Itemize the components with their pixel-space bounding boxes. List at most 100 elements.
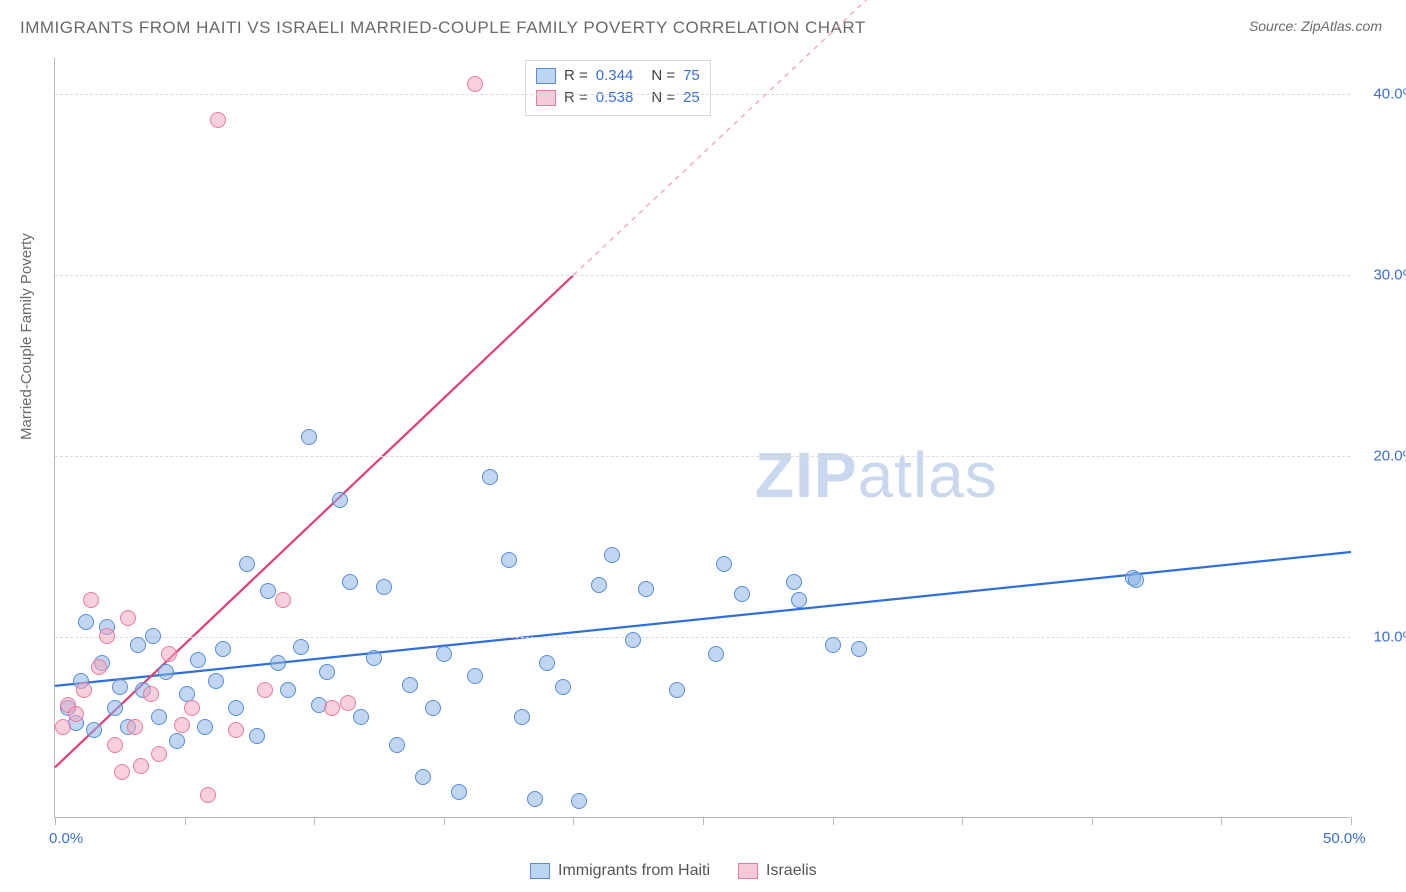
data-point — [571, 793, 587, 809]
n-label: N = — [651, 65, 675, 87]
data-point — [55, 719, 71, 735]
data-point — [143, 686, 159, 702]
swatch-blue-icon — [536, 68, 556, 84]
data-point — [228, 700, 244, 716]
n-label: N = — [651, 87, 675, 109]
data-point — [86, 722, 102, 738]
x-tick-mark — [1221, 817, 1222, 825]
plot-area: ZIPatlas R = 0.344 N = 75 R = 0.538 N = … — [54, 58, 1350, 818]
data-point — [451, 784, 467, 800]
data-point — [91, 659, 107, 675]
chart-title: IMMIGRANTS FROM HAITI VS ISRAELI MARRIED… — [20, 18, 866, 38]
data-point — [107, 700, 123, 716]
y-tick-label: 40.0% — [1356, 86, 1406, 103]
data-point — [366, 650, 382, 666]
data-point — [734, 586, 750, 602]
data-point — [127, 719, 143, 735]
data-point — [158, 664, 174, 680]
x-tick-mark — [962, 817, 963, 825]
swatch-pink-icon — [536, 90, 556, 106]
data-point — [215, 641, 231, 657]
series-legend: Immigrants from Haiti Israelis — [530, 862, 817, 880]
y-tick-label: 30.0% — [1356, 267, 1406, 284]
y-tick-label: 20.0% — [1356, 448, 1406, 465]
data-point — [293, 639, 309, 655]
data-point — [319, 664, 335, 680]
data-point — [340, 695, 356, 711]
data-point — [436, 646, 452, 662]
data-point — [208, 673, 224, 689]
x-tick-mark — [55, 817, 56, 825]
data-point — [210, 112, 226, 128]
data-point — [376, 579, 392, 595]
data-point — [99, 628, 115, 644]
x-tick-mark — [314, 817, 315, 825]
data-point — [68, 706, 84, 722]
data-point — [604, 547, 620, 563]
data-point — [270, 655, 286, 671]
data-point — [120, 610, 136, 626]
data-point — [638, 581, 654, 597]
x-tick-label: 0.0% — [49, 830, 83, 847]
data-point — [851, 641, 867, 657]
watermark-rest: atlas — [858, 439, 998, 511]
x-tick-mark — [185, 817, 186, 825]
data-point — [514, 709, 530, 725]
data-point — [280, 682, 296, 698]
data-point — [130, 637, 146, 653]
data-point — [184, 700, 200, 716]
data-point — [151, 746, 167, 762]
data-point — [301, 429, 317, 445]
r-value-haiti: 0.344 — [596, 65, 634, 87]
legend-label: Immigrants from Haiti — [558, 862, 710, 880]
r-label: R = — [564, 87, 588, 109]
y-tick-label: 10.0% — [1356, 629, 1406, 646]
data-point — [107, 737, 123, 753]
data-point — [415, 769, 431, 785]
x-tick-label: 50.0% — [1323, 830, 1366, 847]
data-point — [260, 583, 276, 599]
n-value-haiti: 75 — [683, 65, 700, 87]
data-point — [78, 614, 94, 630]
data-point — [197, 719, 213, 735]
data-point — [708, 646, 724, 662]
data-point — [527, 791, 543, 807]
data-point — [275, 592, 291, 608]
data-point — [501, 552, 517, 568]
x-tick-mark — [573, 817, 574, 825]
data-point — [539, 655, 555, 671]
x-tick-mark — [1351, 817, 1352, 825]
r-value-israelis: 0.538 — [596, 87, 634, 109]
data-point — [342, 574, 358, 590]
swatch-blue-icon — [530, 863, 550, 879]
data-point — [133, 758, 149, 774]
correlation-legend: R = 0.344 N = 75 R = 0.538 N = 25 — [525, 60, 711, 116]
x-tick-mark — [1092, 817, 1093, 825]
data-point — [161, 646, 177, 662]
source-value: ZipAtlas.com — [1301, 18, 1382, 34]
y-axis-label: Married-Couple Family Poverty — [18, 233, 35, 440]
source-attribution: Source: ZipAtlas.com — [1249, 18, 1382, 34]
legend-row-israelis: R = 0.538 N = 25 — [536, 87, 700, 109]
n-value-israelis: 25 — [683, 87, 700, 109]
data-point — [151, 709, 167, 725]
data-point — [425, 700, 441, 716]
legend-label: Israelis — [766, 862, 817, 880]
data-point — [825, 637, 841, 653]
data-point — [389, 737, 405, 753]
data-point — [257, 682, 273, 698]
data-point — [239, 556, 255, 572]
data-point — [249, 728, 265, 744]
data-point — [786, 574, 802, 590]
data-point — [402, 677, 418, 693]
data-point — [112, 679, 128, 695]
data-point — [200, 787, 216, 803]
data-point — [83, 592, 99, 608]
data-point — [467, 76, 483, 92]
data-point — [353, 709, 369, 725]
legend-row-haiti: R = 0.344 N = 75 — [536, 65, 700, 87]
data-point — [791, 592, 807, 608]
x-tick-mark — [703, 817, 704, 825]
data-point — [324, 700, 340, 716]
data-point — [76, 682, 92, 698]
